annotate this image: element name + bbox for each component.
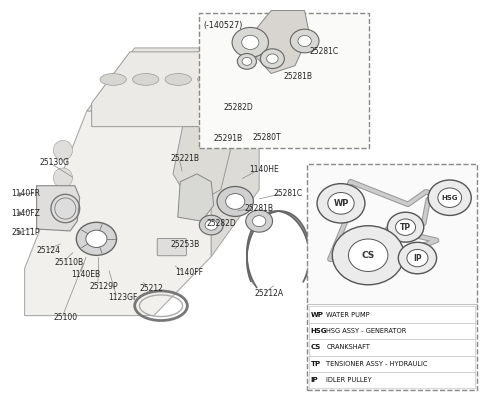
Text: 25124: 25124 (36, 246, 60, 255)
FancyBboxPatch shape (309, 323, 475, 339)
Text: WP: WP (333, 199, 348, 208)
Text: 25281C: 25281C (310, 47, 338, 56)
Text: 25100: 25100 (53, 313, 77, 322)
Circle shape (387, 212, 424, 242)
Text: IDLER PULLEY: IDLER PULLEY (326, 377, 372, 383)
Text: 25281C: 25281C (274, 189, 302, 198)
Polygon shape (211, 48, 259, 256)
Text: TP: TP (400, 223, 411, 232)
Text: 25282D: 25282D (206, 218, 236, 228)
Circle shape (398, 242, 437, 274)
Circle shape (232, 27, 268, 57)
Circle shape (261, 49, 284, 68)
Circle shape (242, 57, 252, 65)
Circle shape (246, 210, 273, 232)
Circle shape (199, 215, 223, 235)
Circle shape (86, 230, 107, 248)
FancyBboxPatch shape (309, 372, 475, 388)
Ellipse shape (198, 73, 224, 85)
Circle shape (237, 53, 256, 69)
Circle shape (205, 220, 217, 230)
Text: 25291B: 25291B (214, 134, 243, 143)
FancyBboxPatch shape (157, 239, 186, 256)
Ellipse shape (100, 73, 126, 85)
Text: IP: IP (413, 254, 422, 263)
Text: 25282D: 25282D (223, 103, 253, 112)
Text: WATER PUMP: WATER PUMP (326, 312, 370, 318)
Text: HSG ASSY - GENERATOR: HSG ASSY - GENERATOR (326, 328, 407, 334)
Polygon shape (87, 48, 259, 111)
FancyBboxPatch shape (307, 164, 477, 390)
Text: (-140527): (-140527) (203, 21, 242, 30)
Circle shape (396, 219, 416, 235)
Text: 25280T: 25280T (252, 134, 281, 143)
Ellipse shape (53, 141, 72, 160)
Polygon shape (24, 111, 211, 316)
Circle shape (332, 226, 404, 285)
Text: 1140FZ: 1140FZ (11, 209, 40, 218)
Circle shape (290, 29, 319, 53)
Text: 25281B: 25281B (245, 204, 274, 213)
Ellipse shape (55, 198, 76, 219)
Text: CRANKSHAFT: CRANKSHAFT (326, 344, 370, 350)
FancyBboxPatch shape (309, 339, 475, 356)
Text: 25212: 25212 (140, 284, 163, 293)
Circle shape (241, 35, 259, 49)
Circle shape (76, 222, 117, 255)
Circle shape (266, 54, 278, 63)
Text: TP: TP (311, 361, 321, 367)
Text: 25253B: 25253B (170, 240, 200, 249)
Circle shape (348, 239, 388, 271)
Text: 25129P: 25129P (89, 282, 118, 291)
Text: 25130G: 25130G (40, 158, 70, 167)
Polygon shape (173, 127, 230, 205)
Polygon shape (92, 52, 254, 127)
Text: CS: CS (311, 344, 321, 350)
Text: TENSIONER ASSY - HYDRAULIC: TENSIONER ASSY - HYDRAULIC (326, 361, 428, 367)
Text: 25111P: 25111P (11, 228, 40, 237)
Text: WP: WP (311, 312, 324, 318)
Text: 25281B: 25281B (283, 72, 312, 81)
Text: IP: IP (311, 377, 318, 383)
Text: 25221B: 25221B (170, 154, 200, 163)
Ellipse shape (132, 73, 159, 85)
Circle shape (217, 186, 253, 216)
Text: 1140HE: 1140HE (250, 166, 279, 175)
Circle shape (317, 184, 365, 223)
FancyBboxPatch shape (199, 13, 369, 148)
Circle shape (407, 249, 428, 267)
Polygon shape (36, 186, 80, 231)
FancyBboxPatch shape (309, 356, 475, 372)
Circle shape (298, 36, 312, 47)
Circle shape (328, 192, 354, 214)
Text: 25212A: 25212A (254, 290, 284, 299)
Ellipse shape (53, 168, 72, 188)
Text: 1140EB: 1140EB (72, 270, 101, 279)
Ellipse shape (165, 73, 192, 85)
FancyBboxPatch shape (309, 307, 475, 323)
Text: 1140FF: 1140FF (175, 268, 204, 277)
Circle shape (226, 194, 245, 209)
Text: CS: CS (361, 251, 375, 260)
Ellipse shape (53, 196, 72, 215)
Text: HSG: HSG (442, 195, 458, 201)
Circle shape (252, 216, 266, 227)
Text: 1123GF: 1123GF (108, 293, 138, 302)
Circle shape (438, 188, 462, 207)
Polygon shape (252, 11, 310, 73)
Text: 25110B: 25110B (54, 258, 84, 267)
Text: HSG: HSG (311, 328, 327, 334)
Text: 1140FR: 1140FR (11, 189, 40, 198)
Polygon shape (178, 174, 214, 221)
Circle shape (428, 180, 471, 215)
